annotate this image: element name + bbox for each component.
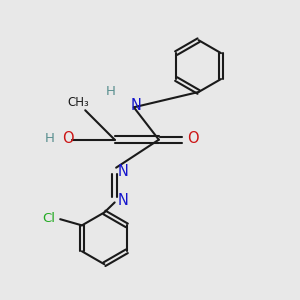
Text: H: H: [45, 132, 55, 145]
Text: CH₃: CH₃: [67, 95, 89, 109]
Text: H: H: [105, 85, 115, 98]
Text: O: O: [187, 131, 199, 146]
Text: Cl: Cl: [42, 212, 55, 225]
Text: N: N: [118, 164, 129, 179]
Text: N: N: [118, 194, 129, 208]
Text: O: O: [62, 131, 74, 146]
Text: N: N: [131, 98, 142, 113]
